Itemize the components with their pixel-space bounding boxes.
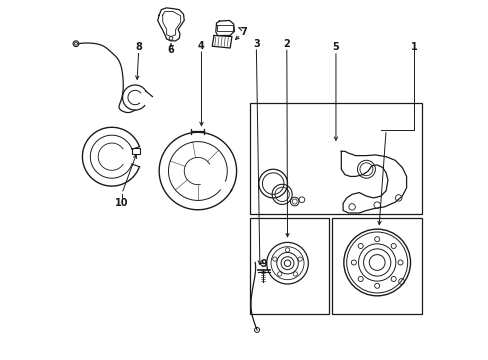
Text: 6: 6 [167,45,174,55]
Text: 9: 9 [260,259,267,269]
Text: 3: 3 [252,39,259,49]
Bar [249,218,328,315]
Text: 2: 2 [283,39,289,49]
Text: 8: 8 [135,42,142,52]
Bar [132,148,140,154]
Text: 7: 7 [240,27,246,37]
Bar [249,103,421,214]
Text: 5: 5 [332,42,339,52]
Text: 1: 1 [410,42,417,52]
Text: 4: 4 [198,41,204,50]
Text: 10: 10 [115,198,128,208]
Bar [332,218,421,315]
